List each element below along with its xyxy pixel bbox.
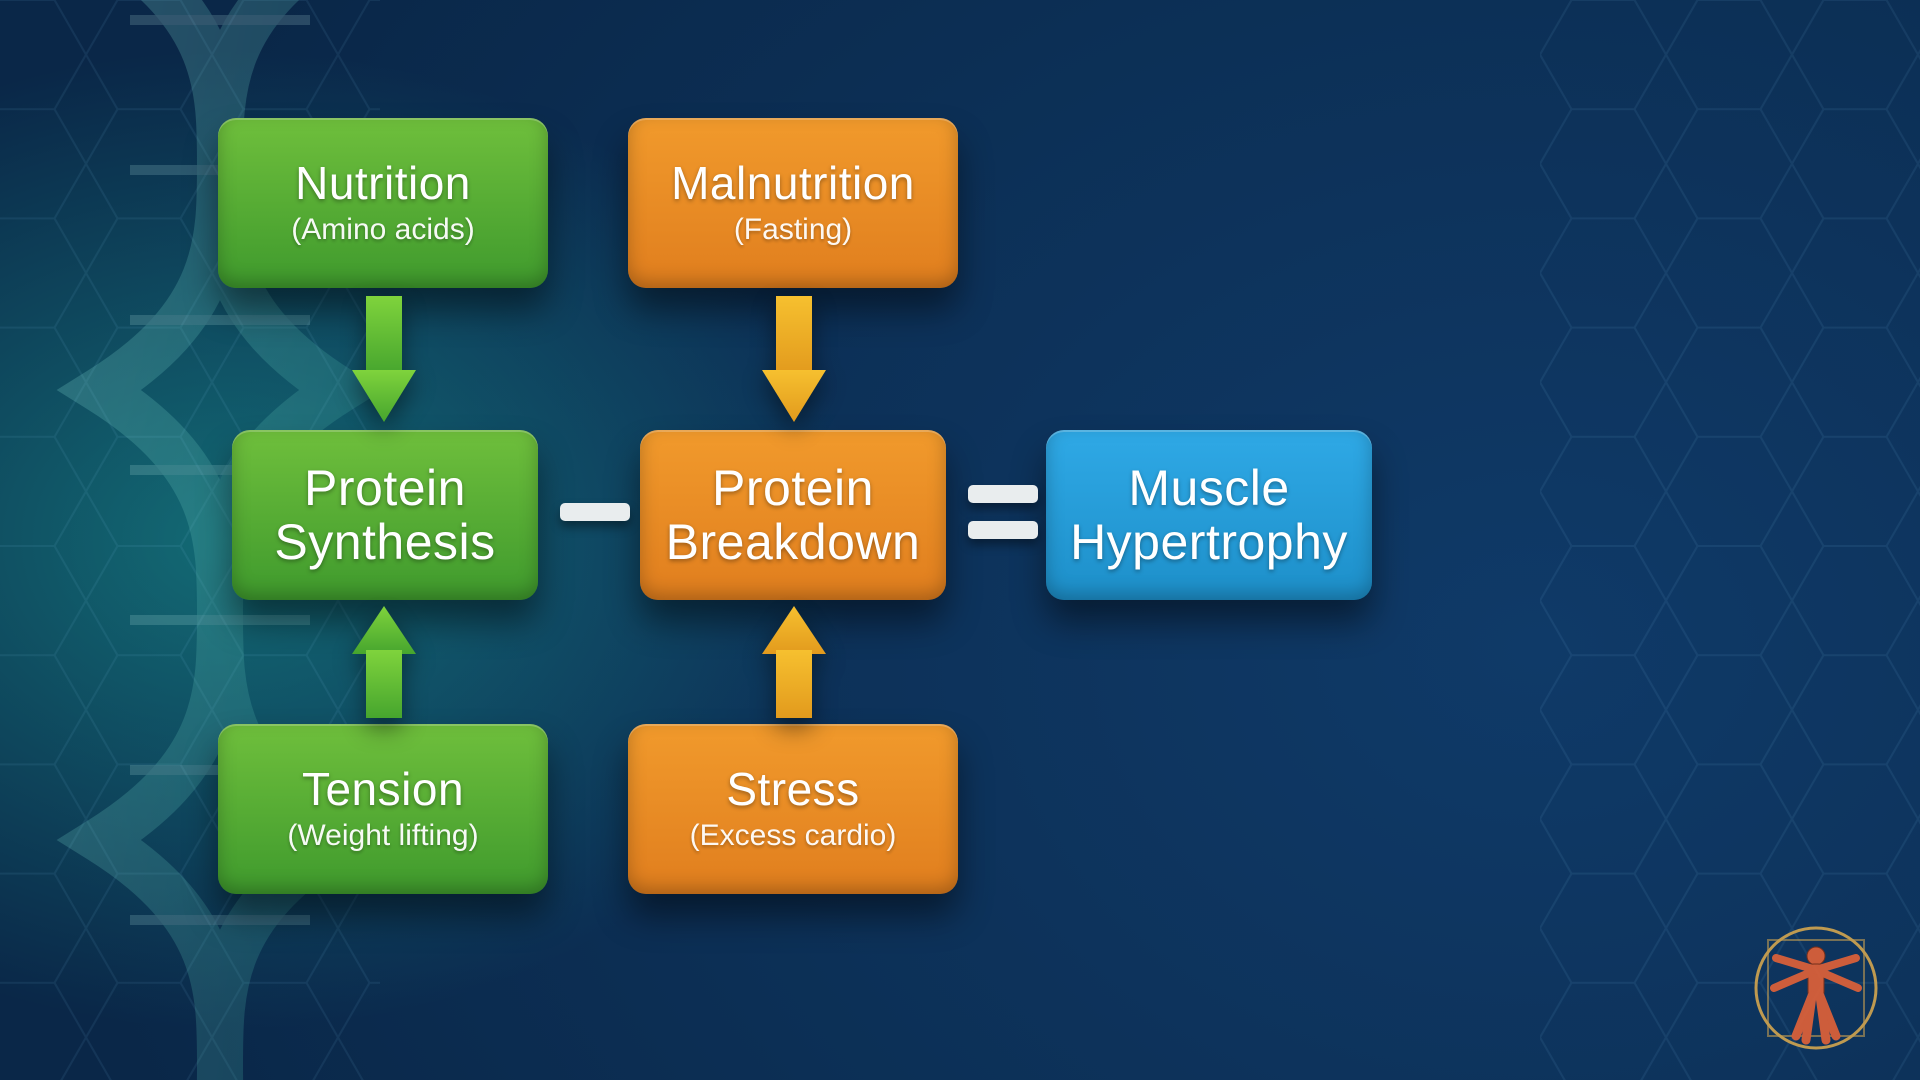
arrow-tension-up-icon	[352, 606, 416, 718]
node-hypertrophy: Muscle Hypertrophy	[1046, 430, 1372, 600]
node-stress-sub: (Excess cardio)	[690, 819, 897, 853]
diagram-stage: Nutrition (Amino acids) Malnutrition (Fa…	[0, 0, 1920, 1080]
node-tension: Tension (Weight lifting)	[218, 724, 548, 894]
node-malnutrition: Malnutrition (Fasting)	[628, 118, 958, 288]
node-synthesis-title: Protein Synthesis	[250, 461, 520, 569]
minus-bar	[560, 503, 630, 521]
node-synthesis: Protein Synthesis	[232, 430, 538, 600]
node-breakdown-title: Protein Breakdown	[658, 461, 928, 569]
node-malnutrition-sub: (Fasting)	[734, 213, 852, 247]
arrow-stress-up-icon	[762, 606, 826, 718]
node-stress: Stress (Excess cardio)	[628, 724, 958, 894]
node-stress-title: Stress	[726, 765, 859, 815]
node-breakdown: Protein Breakdown	[640, 430, 946, 600]
operator-minus	[560, 503, 630, 521]
node-nutrition-sub: (Amino acids)	[291, 213, 474, 247]
equals-bar-1	[968, 485, 1038, 503]
vitruvian-logo-icon	[1746, 918, 1886, 1058]
arrow-nutrition-down-icon	[352, 296, 416, 422]
node-tension-sub: (Weight lifting)	[287, 819, 478, 853]
node-hypertrophy-title: Muscle Hypertrophy	[1064, 461, 1354, 569]
node-nutrition-title: Nutrition	[295, 159, 471, 209]
node-malnutrition-title: Malnutrition	[671, 159, 915, 209]
operator-equals	[968, 485, 1038, 539]
equals-bar-2	[968, 521, 1038, 539]
node-tension-title: Tension	[302, 765, 464, 815]
node-nutrition: Nutrition (Amino acids)	[218, 118, 548, 288]
arrow-malnutrition-down-icon	[762, 296, 826, 422]
